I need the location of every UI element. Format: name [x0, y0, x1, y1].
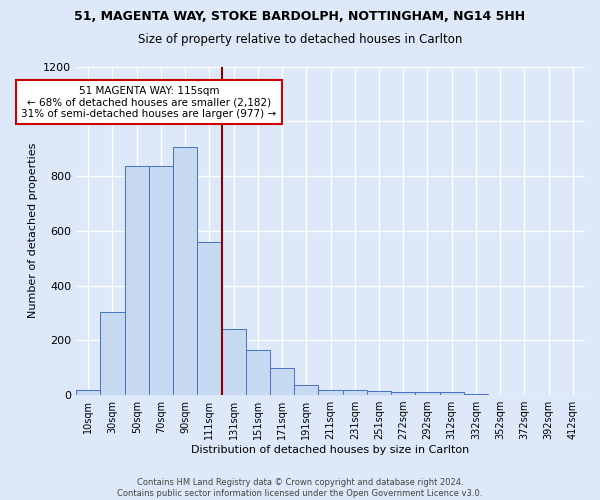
Bar: [415, 392, 440, 395]
Bar: [464, 394, 488, 395]
Bar: [319, 390, 343, 395]
Bar: [343, 390, 367, 395]
Bar: [100, 312, 125, 395]
Bar: [367, 391, 391, 395]
Bar: [391, 392, 415, 395]
Bar: [76, 390, 100, 395]
Bar: [197, 242, 221, 395]
Bar: [149, 166, 173, 395]
Bar: [221, 330, 246, 395]
Bar: [173, 148, 197, 395]
Bar: [294, 386, 319, 395]
Y-axis label: Number of detached properties: Number of detached properties: [28, 143, 38, 318]
Text: 51, MAGENTA WAY, STOKE BARDOLPH, NOTTINGHAM, NG14 5HH: 51, MAGENTA WAY, STOKE BARDOLPH, NOTTING…: [74, 10, 526, 23]
Bar: [125, 166, 149, 395]
X-axis label: Distribution of detached houses by size in Carlton: Distribution of detached houses by size …: [191, 445, 470, 455]
Bar: [246, 350, 270, 395]
Text: Size of property relative to detached houses in Carlton: Size of property relative to detached ho…: [138, 32, 462, 46]
Text: 51 MAGENTA WAY: 115sqm
← 68% of detached houses are smaller (2,182)
31% of semi-: 51 MAGENTA WAY: 115sqm ← 68% of detached…: [21, 86, 277, 119]
Text: Contains HM Land Registry data © Crown copyright and database right 2024.
Contai: Contains HM Land Registry data © Crown c…: [118, 478, 482, 498]
Bar: [440, 392, 464, 395]
Bar: [270, 368, 294, 395]
